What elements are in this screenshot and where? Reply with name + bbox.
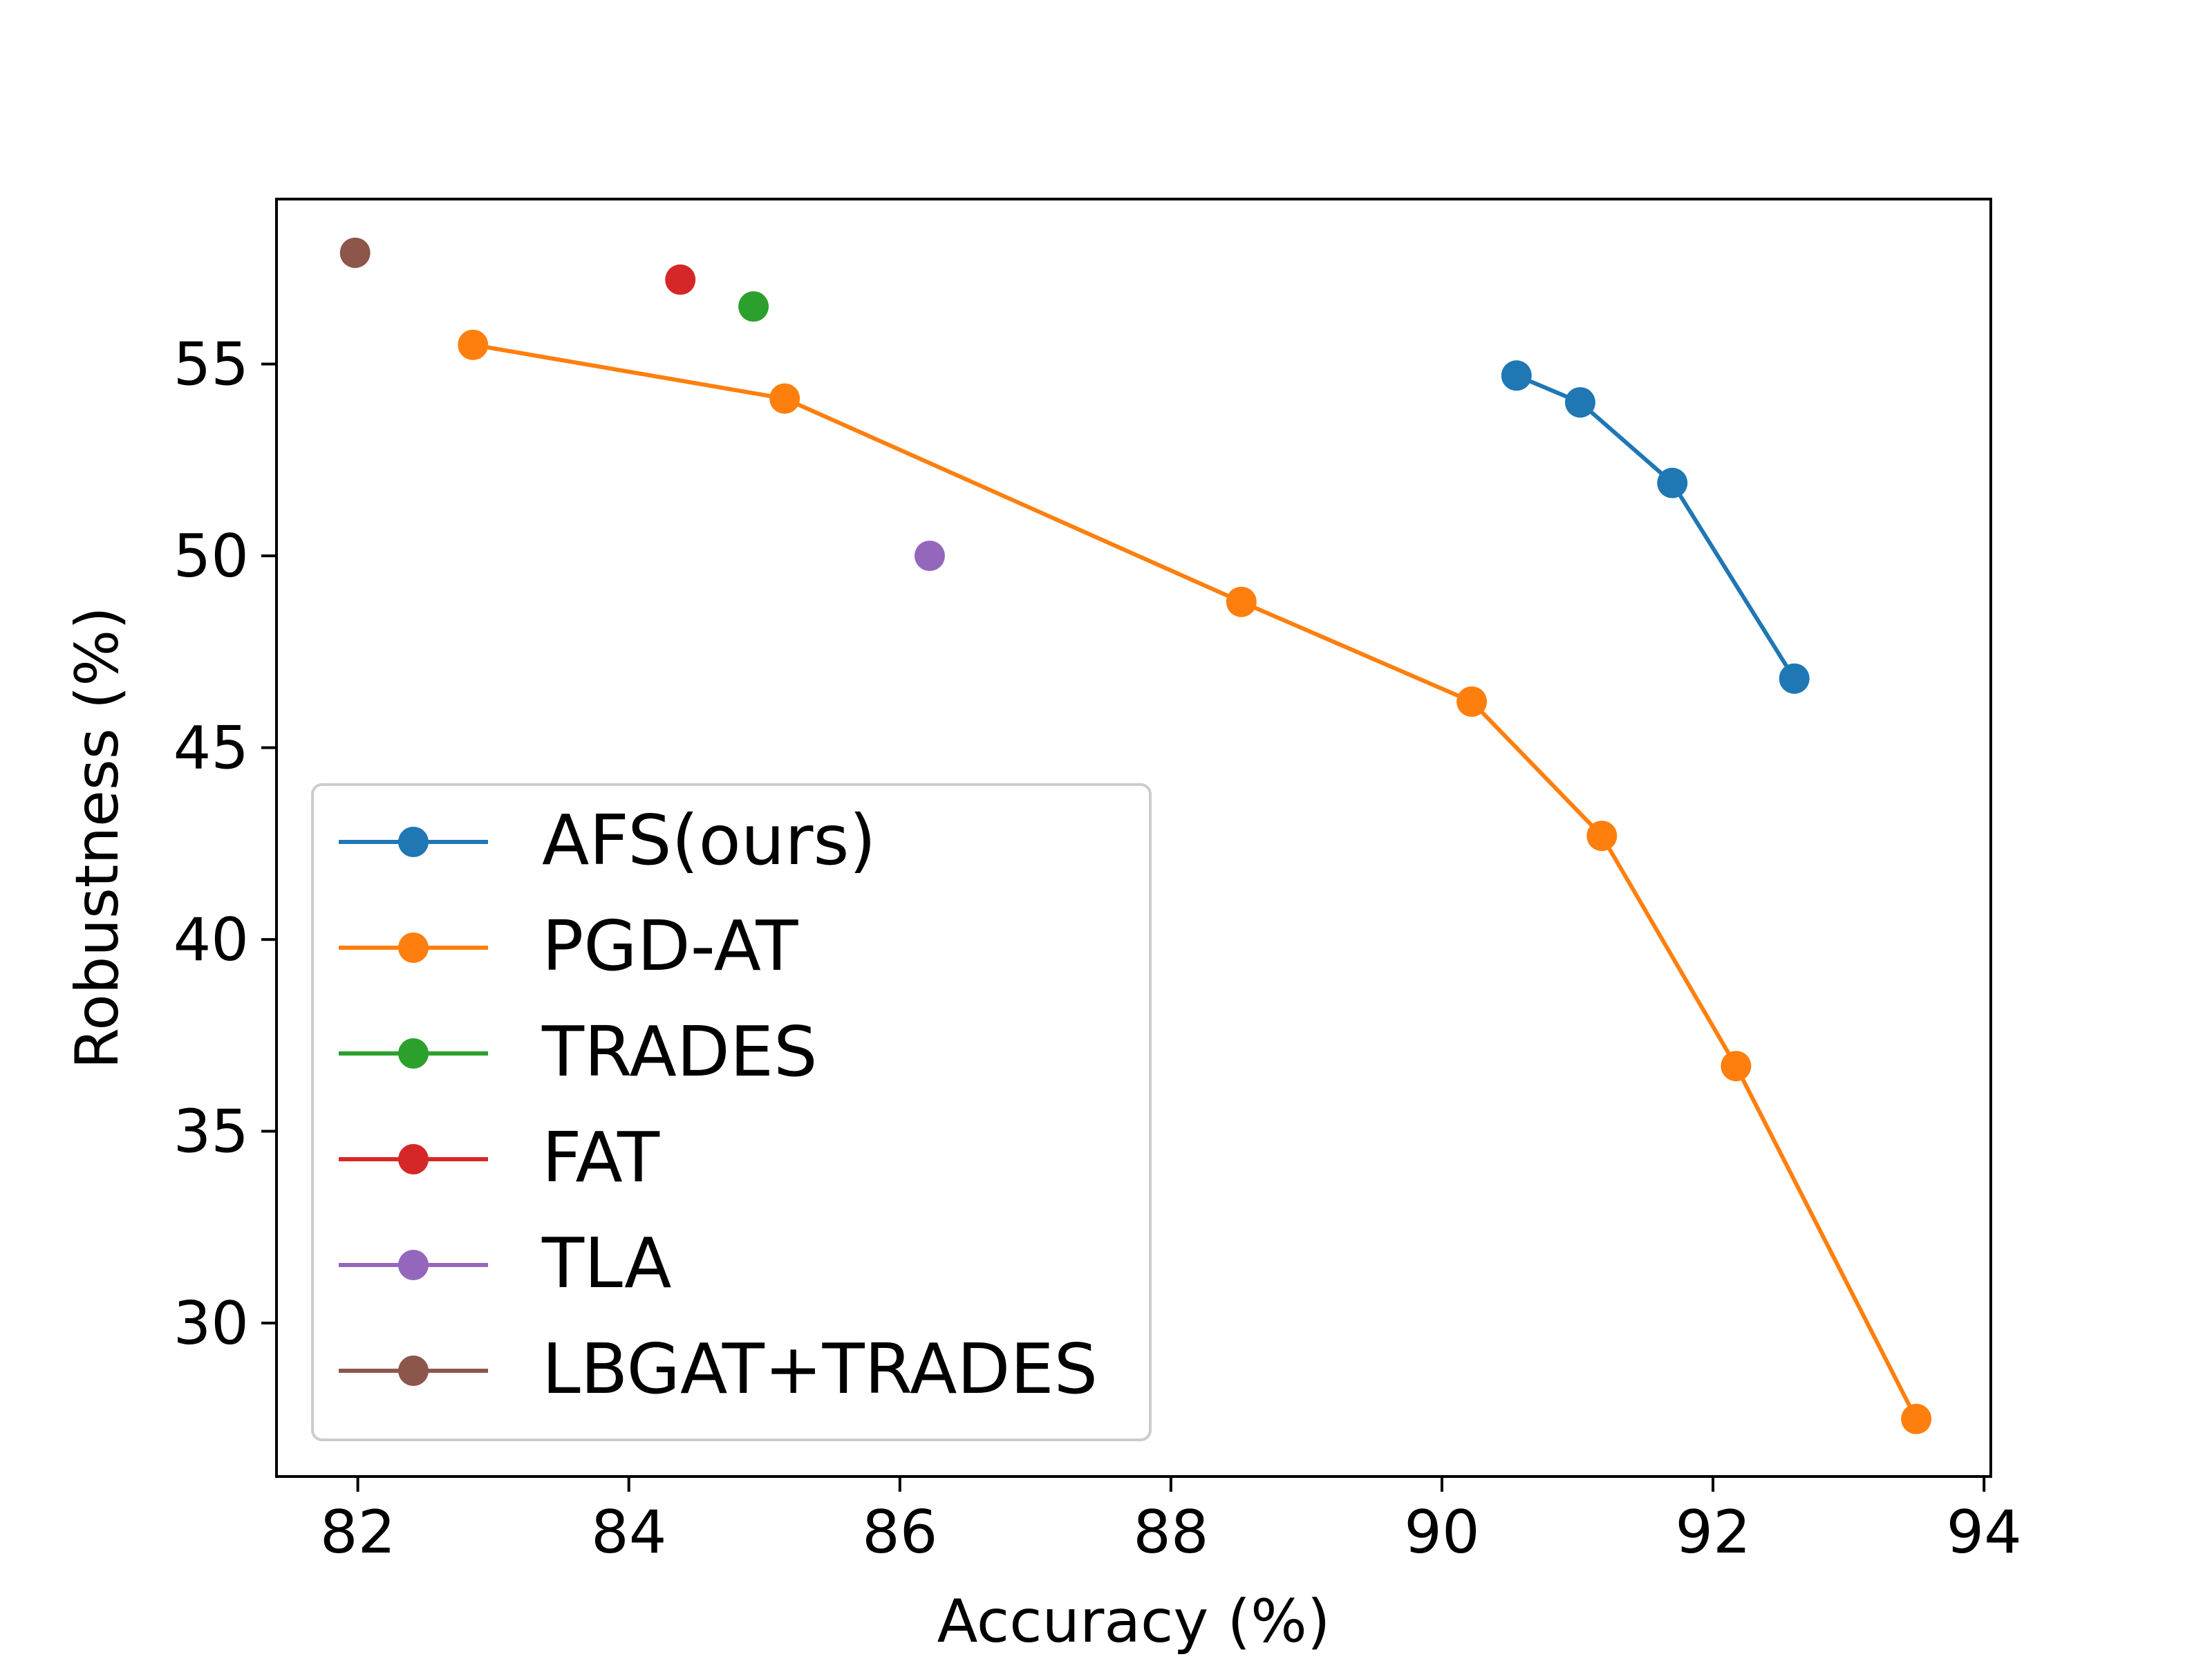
y-tick-label: 55 — [174, 330, 249, 400]
data-point-pgd-at — [769, 383, 800, 414]
series-line-afs-ours — [1515, 373, 1797, 680]
legend-label: AFS(ours) — [542, 800, 876, 881]
legend-marker — [398, 1250, 429, 1280]
legend-marker — [398, 1038, 429, 1069]
plot-area — [339, 237, 1932, 1434]
x-tick-label: 88 — [1133, 1498, 1208, 1567]
legend-label: FAT — [542, 1117, 660, 1198]
data-point-pgd-at — [458, 329, 489, 360]
x-tick-label: 90 — [1404, 1498, 1479, 1567]
legend-label: TRADES — [541, 1011, 818, 1092]
y-tick-label: 40 — [174, 906, 249, 975]
legend-item-fat: FAT — [339, 1117, 660, 1198]
legend-label: PGD-AT — [542, 906, 798, 986]
data-point-lbgat-trades — [339, 237, 371, 268]
y-tick-label: 35 — [174, 1098, 249, 1167]
legend-item-pgd-at: PGD-AT — [339, 906, 798, 986]
data-point-afs-ours — [1501, 360, 1532, 391]
legend-marker — [398, 1144, 429, 1174]
legend-marker — [398, 932, 429, 963]
legend-frame — [311, 783, 1152, 1441]
legend-item-tla: TLA — [339, 1223, 672, 1304]
x-axis-ticks: 82 84 86 88 90 92 94 — [320, 1477, 2022, 1567]
data-point-pgd-at — [1456, 686, 1488, 717]
x-tick-label: 94 — [1946, 1498, 2021, 1567]
x-tick-label: 86 — [862, 1498, 937, 1567]
legend-label: TLA — [541, 1223, 672, 1304]
data-point-tla — [914, 541, 945, 572]
data-point-pgd-at — [1901, 1403, 1932, 1434]
y-tick-label: 45 — [174, 714, 249, 783]
y-axis-label: Robustness (%) — [63, 606, 132, 1069]
y-tick-label: 50 — [174, 522, 249, 591]
data-point-fat — [665, 264, 696, 295]
legend-item-trades: TRADES — [339, 1011, 818, 1092]
data-point-pgd-at — [1226, 586, 1257, 617]
data-point-pgd-at — [1586, 821, 1618, 852]
legend-label: LBGAT+TRADES — [542, 1329, 1098, 1409]
y-axis-ticks: 30 35 40 45 50 55 — [174, 330, 276, 1358]
x-axis-label: Accuracy (%) — [937, 1587, 1331, 1656]
legend-marker — [398, 1356, 429, 1386]
data-point-trades — [738, 291, 769, 322]
legend-item-afs-ours: AFS(ours) — [339, 800, 876, 881]
data-point-afs-ours — [1779, 663, 1810, 694]
legend-marker — [398, 827, 429, 857]
x-tick-label: 82 — [320, 1498, 395, 1567]
y-tick-label: 30 — [174, 1289, 249, 1358]
data-point-afs-ours — [1657, 467, 1688, 498]
legend: AFS(ours) PGD-AT TRADES FAT TLA LBGAT+TRADES — [311, 783, 1152, 1441]
legend-item-lbgat-trades: LBGAT+TRADES — [339, 1329, 1098, 1409]
x-tick-label: 92 — [1675, 1498, 1750, 1567]
axes-frame — [275, 198, 1992, 1478]
data-point-pgd-at — [1721, 1051, 1752, 1082]
data-point-afs-ours — [1564, 387, 1595, 418]
x-tick-label: 84 — [591, 1498, 666, 1567]
